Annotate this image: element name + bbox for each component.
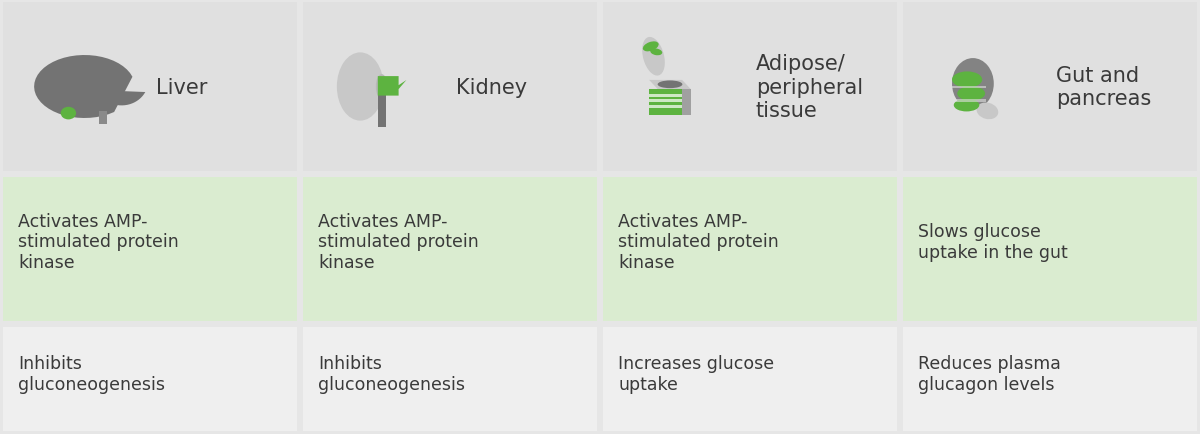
Polygon shape xyxy=(649,81,691,90)
FancyBboxPatch shape xyxy=(904,327,1198,431)
FancyBboxPatch shape xyxy=(952,87,986,89)
Ellipse shape xyxy=(642,38,665,76)
Ellipse shape xyxy=(958,87,985,102)
FancyBboxPatch shape xyxy=(649,105,682,108)
Ellipse shape xyxy=(954,99,979,112)
FancyBboxPatch shape xyxy=(604,178,898,321)
Text: Inhibits
gluconeogenesis: Inhibits gluconeogenesis xyxy=(18,354,166,393)
FancyBboxPatch shape xyxy=(649,95,682,98)
FancyBboxPatch shape xyxy=(604,327,898,431)
Ellipse shape xyxy=(643,42,659,52)
FancyBboxPatch shape xyxy=(904,3,1198,171)
Text: Gut and
pancreas: Gut and pancreas xyxy=(1056,66,1151,109)
FancyBboxPatch shape xyxy=(904,178,1198,321)
Text: Adipose/
peripheral
tissue: Adipose/ peripheral tissue xyxy=(756,54,863,120)
FancyBboxPatch shape xyxy=(378,92,385,128)
Polygon shape xyxy=(378,77,407,96)
Text: Increases glucose
uptake: Increases glucose uptake xyxy=(618,354,774,393)
FancyBboxPatch shape xyxy=(649,100,682,103)
Text: Activates AMP-
stimulated protein
kinase: Activates AMP- stimulated protein kinase xyxy=(18,212,179,272)
Polygon shape xyxy=(95,78,145,106)
Ellipse shape xyxy=(977,103,998,120)
Text: Activates AMP-
stimulated protein
kinase: Activates AMP- stimulated protein kinase xyxy=(618,212,779,272)
Ellipse shape xyxy=(952,72,982,89)
Ellipse shape xyxy=(650,49,662,56)
FancyBboxPatch shape xyxy=(952,100,986,102)
Text: Kidney: Kidney xyxy=(456,77,527,97)
Ellipse shape xyxy=(376,75,388,100)
FancyBboxPatch shape xyxy=(98,112,107,124)
Polygon shape xyxy=(649,90,682,116)
Text: Reduces plasma
glucagon levels: Reduces plasma glucagon levels xyxy=(918,354,1061,393)
Ellipse shape xyxy=(337,53,384,122)
Text: Slows glucose
uptake in the gut: Slows glucose uptake in the gut xyxy=(918,223,1068,261)
FancyBboxPatch shape xyxy=(604,3,898,171)
Ellipse shape xyxy=(61,108,76,120)
FancyBboxPatch shape xyxy=(2,3,298,171)
Ellipse shape xyxy=(658,81,683,89)
Text: Liver: Liver xyxy=(156,77,208,97)
Text: Inhibits
gluconeogenesis: Inhibits gluconeogenesis xyxy=(318,354,466,393)
FancyBboxPatch shape xyxy=(2,178,298,321)
FancyBboxPatch shape xyxy=(302,327,598,431)
Polygon shape xyxy=(34,56,132,119)
Text: Activates AMP-
stimulated protein
kinase: Activates AMP- stimulated protein kinase xyxy=(318,212,479,272)
Ellipse shape xyxy=(952,59,994,110)
FancyBboxPatch shape xyxy=(2,327,298,431)
Polygon shape xyxy=(682,90,691,116)
FancyBboxPatch shape xyxy=(302,178,598,321)
FancyBboxPatch shape xyxy=(302,3,598,171)
